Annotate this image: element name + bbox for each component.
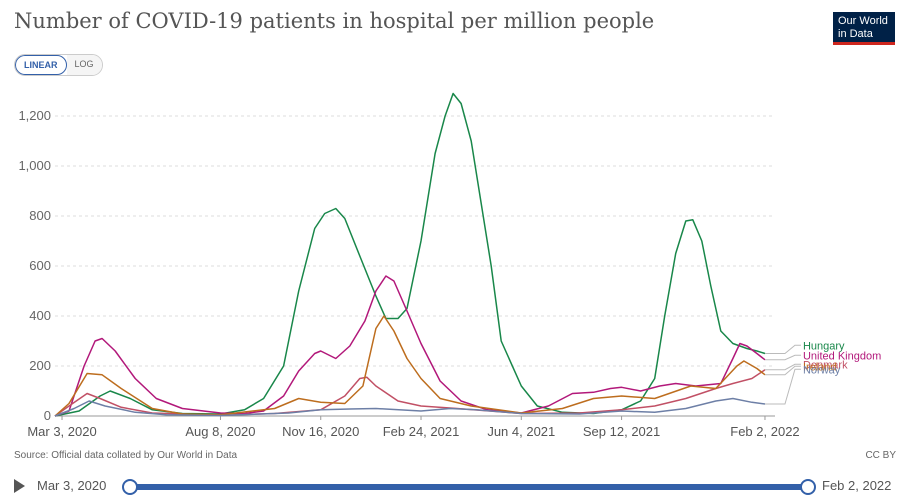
legend-connector	[764, 365, 801, 376]
x-tick-label: Aug 8, 2020	[185, 424, 255, 439]
y-tick-label: 200	[29, 358, 51, 373]
play-icon[interactable]	[14, 479, 25, 493]
timeline-start-handle[interactable]	[122, 479, 138, 495]
x-tick-label: Nov 16, 2020	[282, 424, 359, 439]
y-tick-label: 0	[44, 408, 51, 423]
log-scale-button[interactable]: LOG	[66, 55, 102, 75]
linear-scale-button[interactable]: LINEAR	[15, 55, 67, 75]
series-line[interactable]	[54, 315, 766, 417]
series-line[interactable]	[54, 92, 766, 417]
owid-logo[interactable]: Our World in Data	[833, 12, 895, 45]
x-tick-label: Feb 24, 2021	[383, 424, 460, 439]
legend-connector	[764, 363, 801, 371]
y-tick-label: 800	[29, 208, 51, 223]
logo-line2: in Data	[838, 28, 873, 40]
x-tick-label: Jun 4, 2021	[487, 424, 555, 439]
timeline-start-label: Mar 3, 2020	[37, 478, 107, 493]
timeline-track[interactable]	[129, 484, 807, 490]
y-tick-label: 1,200	[18, 108, 51, 123]
x-axis: Mar 3, 2020 Aug 8, 2020 Nov 16, 2020 Feb 24…	[27, 416, 800, 439]
scale-toggle: LINEAR LOG	[14, 54, 103, 76]
timeline-end-label: Feb 2, 2022	[822, 478, 892, 493]
timeline-end-handle[interactable]	[800, 479, 816, 495]
source-note: Source: Official data collated by Our Wo…	[14, 450, 238, 461]
license-link[interactable]: CC BY	[865, 450, 896, 461]
legend-label[interactable]: Denmark	[803, 359, 848, 371]
y-tick-label: 600	[29, 258, 51, 273]
y-tick-label: 400	[29, 308, 51, 323]
y-tick-label: 1,000	[18, 158, 51, 173]
legend-label[interactable]: United Kingdom	[803, 350, 881, 362]
chart-grid: 0 200 400 600 800 1,000 1,200	[18, 108, 775, 423]
series-line[interactable]	[54, 369, 766, 417]
legend-label[interactable]: Ireland	[803, 361, 837, 373]
logo-accent-bar	[833, 42, 895, 45]
legend-label[interactable]: Norway	[803, 364, 841, 376]
legend-label[interactable]: Hungary	[803, 340, 845, 352]
chart-series[interactable]	[54, 92, 766, 417]
x-tick-label: Sep 12, 2021	[583, 424, 660, 439]
chart-title: Number of COVID-19 patients in hospital …	[14, 9, 655, 33]
logo-line1: Our World	[838, 15, 888, 27]
x-tick-label: Feb 2, 2022	[730, 424, 799, 439]
legend-connector	[764, 354, 801, 361]
legend-connector	[764, 344, 801, 354]
legend-connector	[764, 368, 801, 405]
series-line[interactable]	[54, 397, 766, 417]
line-chart: 0 200 400 600 800 1,000 1,200 Mar 3, 2020 Aug 8…	[18, 92, 881, 439]
series-line[interactable]	[54, 275, 766, 417]
timeline-slider: Mar 3, 2020 Feb 2, 2022	[0, 476, 910, 500]
x-tick-label: Mar 3, 2020	[27, 424, 96, 439]
